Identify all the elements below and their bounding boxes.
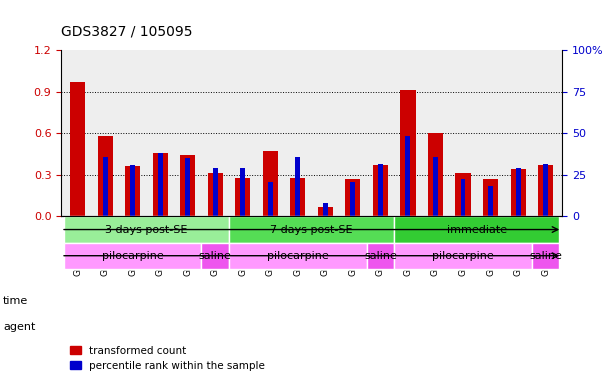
Bar [268,182,273,217]
Text: agent: agent [3,322,35,332]
Text: pilocarpine: pilocarpine [432,251,494,261]
Text: immediate: immediate [447,225,507,235]
Bar [158,152,163,217]
Bar [235,178,251,217]
Bar [153,152,168,217]
Bar [70,82,85,217]
Bar [367,243,394,269]
Bar [461,179,466,217]
Bar [98,136,112,217]
Text: pilocarpine: pilocarpine [267,251,329,261]
Bar [64,217,229,243]
Bar [125,167,141,217]
Text: saline: saline [529,251,562,261]
Bar [213,168,218,217]
Bar [229,217,394,243]
Bar [394,217,559,243]
Bar [290,178,306,217]
Bar [511,169,525,217]
Text: pilocarpine: pilocarpine [102,251,164,261]
Bar [428,133,443,217]
Bar [318,207,333,217]
Legend: transformed count, percentile rank within the sample: transformed count, percentile rank withi… [67,341,269,375]
Bar [400,90,415,217]
Bar [208,174,223,217]
Bar [240,168,245,217]
Bar [378,164,383,217]
Bar [263,151,278,217]
Bar [103,157,108,217]
Text: saline: saline [199,251,232,261]
Bar [64,243,202,269]
Bar [295,157,301,217]
Bar [180,156,196,217]
Bar [406,136,411,217]
Bar [130,165,135,217]
Text: 7 days post-SE: 7 days post-SE [270,225,353,235]
Bar [483,179,498,217]
Bar [229,243,367,269]
Bar [538,165,553,217]
Bar [373,165,388,217]
Bar [351,182,356,217]
Bar [202,243,229,269]
Bar [433,157,438,217]
Text: saline: saline [364,251,397,261]
Text: GDS3827 / 105095: GDS3827 / 105095 [61,25,192,38]
Bar [543,164,548,217]
Bar [185,158,190,217]
Bar [455,174,470,217]
Text: 3 days post-SE: 3 days post-SE [105,225,188,235]
Bar [488,186,493,217]
Text: time: time [3,296,28,306]
Bar [532,243,559,269]
Bar [323,203,328,217]
Bar [516,168,521,217]
Bar [394,243,532,269]
Bar [345,179,360,217]
